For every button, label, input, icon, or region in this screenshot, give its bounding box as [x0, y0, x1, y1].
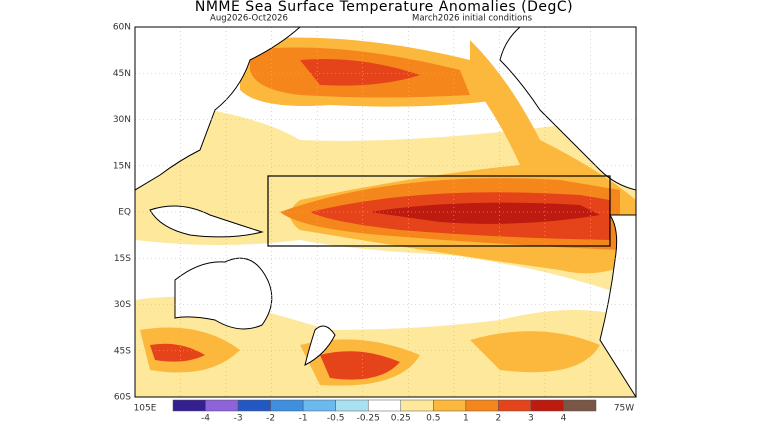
- title: NMME Sea Surface Temperature Anomalies (…: [195, 0, 573, 15]
- colorbar-label: 4: [561, 414, 567, 424]
- lat-label: 60S: [114, 393, 131, 403]
- nino-box: [267, 175, 611, 247]
- anomaly-area: [150, 343, 400, 380]
- colorbar-label: -4: [201, 414, 210, 424]
- lon-label: 75W: [614, 404, 634, 414]
- south-america: [599, 214, 636, 397]
- colorbar-label: -0.25: [357, 414, 380, 424]
- north-america: [499, 27, 636, 191]
- colorbar-label: 0.5: [426, 414, 440, 424]
- colorbar-label: 1: [463, 414, 469, 424]
- colorbar-label: -3: [234, 414, 243, 424]
- colorbar-swatch: [172, 399, 206, 412]
- colorbar-label: 0.25: [391, 414, 411, 424]
- colorbar-swatch: [400, 399, 434, 412]
- subtitle-left: Aug2026-Oct2026: [210, 14, 288, 24]
- asia: [135, 27, 301, 191]
- lat-label: 15N: [113, 161, 131, 171]
- lat-label: 60N: [113, 23, 131, 33]
- colorbar-label: -2: [266, 414, 275, 424]
- colorbar-swatch: [205, 399, 239, 412]
- colorbar-swatch: [335, 399, 369, 412]
- lat-label: 30S: [114, 300, 131, 310]
- colorbar-swatch: [237, 399, 271, 412]
- colorbar-swatch: [530, 399, 564, 412]
- anomaly-area: [300, 59, 420, 86]
- colorbar-swatch: [433, 399, 467, 412]
- lat-label: 15S: [114, 254, 131, 264]
- australia: [174, 257, 273, 330]
- lat-label: EQ: [118, 208, 131, 218]
- new-zealand: [304, 325, 336, 366]
- colorbar-label: 2: [496, 414, 502, 424]
- colorbar-swatch: [302, 399, 336, 412]
- colorbar-swatch: [270, 399, 304, 412]
- map: [134, 26, 637, 398]
- lat-label: 30N: [113, 115, 131, 125]
- colorbar-swatch: [367, 399, 402, 412]
- colorbar-swatch: [498, 399, 532, 412]
- anomaly-area: [370, 202, 600, 224]
- colorbar-label: 3: [528, 414, 534, 424]
- colorbar-swatch: [465, 399, 499, 412]
- map-frame: [134, 26, 637, 398]
- colorbar-swatch: [563, 399, 597, 412]
- subtitle-right: March2026 initial conditions: [412, 14, 533, 24]
- maritime-continent: [149, 205, 264, 238]
- lat-label: 45S: [114, 346, 131, 356]
- colorbar-label: -0.5: [327, 414, 345, 424]
- colorbar: -4 -3 -2 -1 -0.5 -0.25 0.25 0.5 1 2 3 4: [172, 399, 597, 424]
- lat-label: 45N: [113, 69, 131, 79]
- lon-label: 105E: [134, 404, 157, 414]
- colorbar-label: -1: [299, 414, 308, 424]
